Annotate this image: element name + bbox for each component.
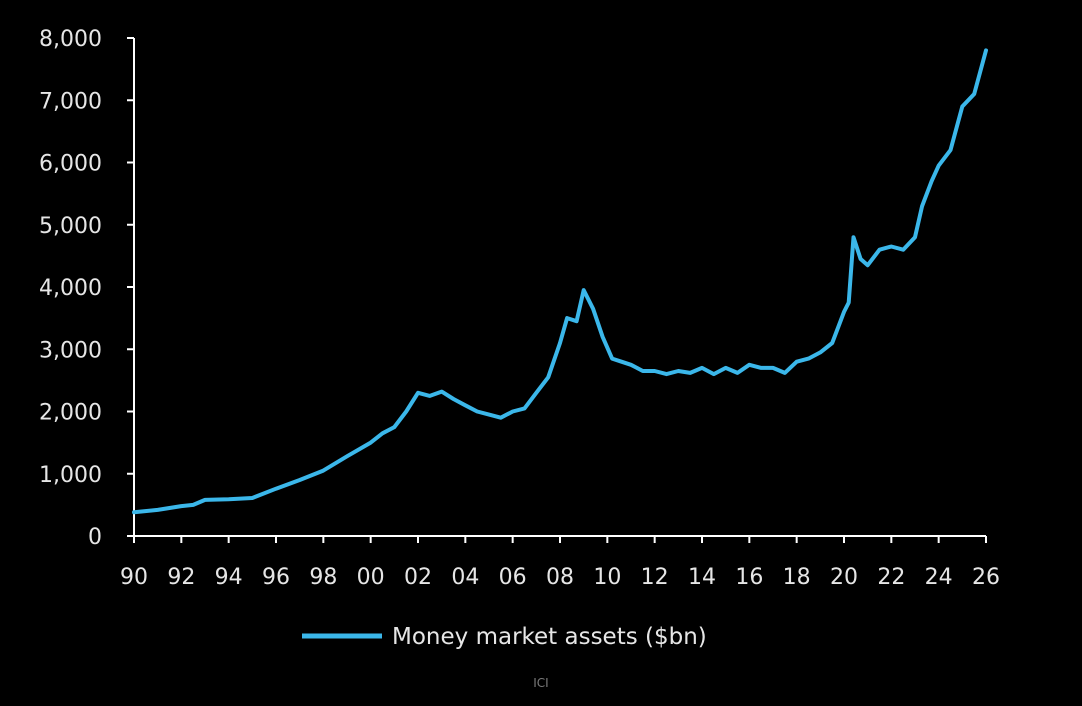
- y-tick-label: 2,000: [39, 401, 102, 426]
- x-tick-label: 96: [262, 565, 290, 590]
- x-tick-label: 06: [499, 565, 527, 590]
- x-tick-label: 04: [451, 565, 479, 590]
- y-axis: 0 1,000 2,000 3,000 4,000 5,000 6,000 7,000 8,00…: [39, 27, 135, 550]
- y-tick-label: 6,000: [39, 152, 102, 177]
- legend-label: Money market assets ($bn): [392, 624, 707, 650]
- x-tick-label: 26: [972, 565, 1000, 590]
- source-note: ICI: [533, 676, 549, 690]
- legend: Money market assets ($bn): [302, 624, 707, 650]
- x-tick-label: 10: [593, 565, 621, 590]
- x-tick-label: 08: [546, 565, 574, 590]
- x-tick-label: 94: [215, 565, 243, 590]
- y-tick-label: 1,000: [39, 463, 102, 488]
- y-tick-label: 3,000: [39, 338, 102, 363]
- x-tick-label: 16: [735, 565, 763, 590]
- x-tick-label: 98: [309, 565, 337, 590]
- y-tick-label: 8,000: [39, 27, 102, 52]
- x-tick-label: 00: [357, 565, 385, 590]
- x-tick-label: 14: [688, 565, 716, 590]
- series-group: [132, 48, 988, 515]
- y-tick-label: 4,000: [39, 276, 102, 301]
- x-tick-label: 22: [877, 565, 905, 590]
- x-axis: 90 92 94 96 98 00 02 04 06 08 10 12 14 16 18 20 22 24 26: [120, 535, 1000, 590]
- x-tick-label: 18: [783, 565, 811, 590]
- x-tick-label: 92: [167, 565, 195, 590]
- y-tick-label: 7,000: [39, 89, 102, 114]
- x-tick-label: 90: [120, 565, 148, 590]
- y-tick-label: 5,000: [39, 214, 102, 239]
- x-tick-label: 12: [641, 565, 669, 590]
- y-tick-label: 0: [88, 525, 102, 550]
- x-tick-label: 24: [925, 565, 953, 590]
- x-tick-label: 20: [830, 565, 858, 590]
- x-tick-label: 02: [404, 565, 432, 590]
- series-line-money-market-assets: [132, 48, 988, 515]
